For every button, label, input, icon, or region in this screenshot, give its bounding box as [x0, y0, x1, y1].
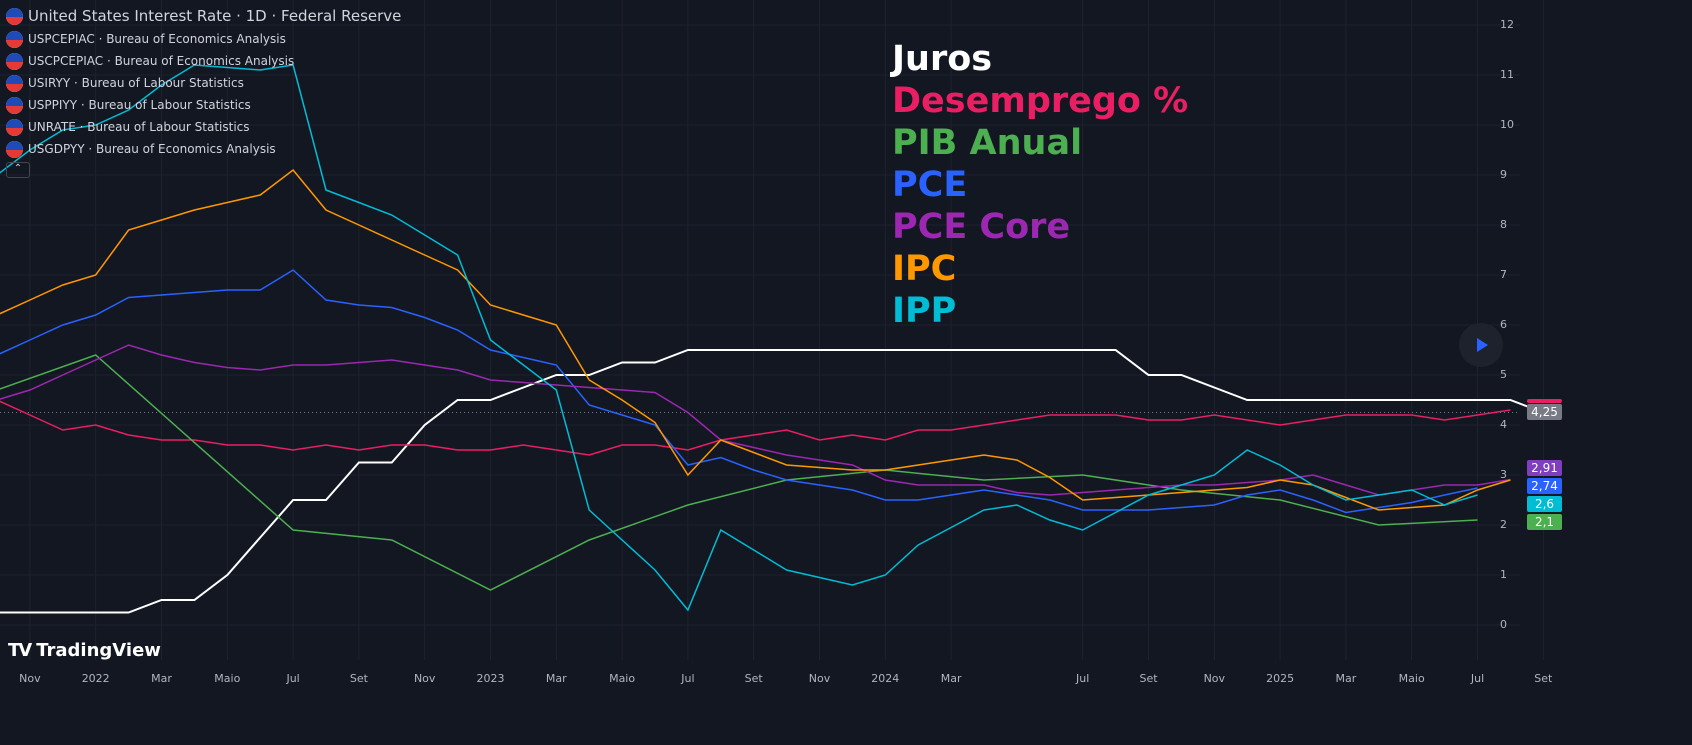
legend-row[interactable]: USCPCEPIAC · Bureau of Economics Analysi… — [6, 50, 401, 72]
brand-name: TradingView — [36, 640, 161, 661]
us-flag-icon — [6, 52, 23, 70]
y-tick-label: 6 — [1500, 318, 1507, 331]
series-line-desemprego- — [0, 400, 1511, 456]
legend-row[interactable]: UNRATE · Bureau of Labour Statistics — [6, 116, 401, 138]
x-tick-label: Maio — [609, 672, 636, 685]
x-tick-label: Mar — [1335, 672, 1357, 685]
series-line-ipp — [0, 64, 1478, 612]
legend-row[interactable]: USPCEPIAC · Bureau of Economics Analysis — [6, 28, 401, 50]
legend: United States Interest Rate · 1D · Feder… — [6, 4, 401, 178]
annotation-line: Juros — [892, 39, 993, 79]
x-tick-label: 2025 — [1266, 672, 1295, 685]
x-tick-label: Mar — [940, 672, 962, 685]
collapse-legend-button[interactable]: ⌃ — [6, 162, 30, 178]
x-tick-label: Maio — [1398, 672, 1425, 685]
series-line-juros — [0, 349, 1544, 614]
y-tick-label: 8 — [1500, 218, 1507, 231]
annotation-line: PIB Anual — [892, 123, 1083, 163]
x-tick-label: Maio — [214, 672, 241, 685]
us-flag-icon — [6, 30, 23, 48]
y-tick-label: 7 — [1500, 268, 1507, 281]
us-flag-icon — [6, 74, 23, 92]
y-tick-label: 9 — [1500, 168, 1507, 181]
legend-label: USIRYY · Bureau of Labour Statistics — [28, 76, 244, 90]
x-tick-label: Mar — [151, 672, 172, 685]
y-tick-label: 12 — [1500, 18, 1514, 31]
legend-label: USPCEPIAC · Bureau of Economics Analysis — [28, 32, 286, 46]
legend-label: USCPCEPIAC · Bureau of Economics Analysi… — [28, 54, 295, 68]
y-tick-label: 1 — [1500, 568, 1507, 581]
play-button[interactable] — [1459, 323, 1503, 367]
x-tick-label: Set — [744, 672, 763, 685]
legend-label: UNRATE · Bureau of Labour Statistics — [28, 120, 250, 134]
us-flag-icon — [6, 7, 23, 25]
x-tick-label: Jul — [1470, 672, 1485, 685]
tradingview-mark-icon: TV — [8, 640, 32, 661]
y-tick-label: 0 — [1500, 618, 1507, 631]
y-tick-label: 4 — [1500, 418, 1507, 431]
chevron-up-icon: ⌃ — [13, 163, 23, 174]
us-flag-icon — [6, 118, 23, 136]
y-tick-label: 5 — [1500, 368, 1507, 381]
series-line-pce — [0, 269, 1478, 514]
legend-main-label: United States Interest Rate · 1D · Feder… — [28, 7, 402, 25]
x-tick-label: Nov — [413, 672, 436, 685]
x-tick-label: Set — [1139, 672, 1158, 685]
price-tag: 2,6 — [1527, 496, 1562, 512]
x-tick-label: Jul — [1076, 672, 1090, 685]
tradingview-logo[interactable]: TV TradingView — [8, 640, 161, 661]
us-flag-icon — [6, 96, 23, 114]
series-line-pce-core — [0, 344, 1511, 496]
grid — [0, 0, 1544, 660]
price-tag: 2,74 — [1527, 478, 1562, 494]
legend-label: USPPIYY · Bureau of Labour Statistics — [28, 98, 251, 112]
annotation-line: PCE Core — [892, 207, 1071, 247]
unemployment-tag-edge — [1527, 399, 1562, 403]
annotation-text: Juros Desemprego % PIB Anual PCE PCE Core IPC… — [892, 38, 1188, 332]
y-tick-label: 10 — [1500, 118, 1514, 131]
x-tick-label: Set — [1534, 672, 1553, 685]
y-tick-label: 3 — [1500, 468, 1507, 481]
price-tag: 4,25 — [1527, 404, 1562, 420]
legend-label: USGDPYY · Bureau of Economics Analysis — [28, 142, 276, 156]
legend-main[interactable]: United States Interest Rate · 1D · Feder… — [6, 4, 401, 28]
x-tick-label: Nov — [19, 672, 41, 685]
us-flag-icon — [6, 140, 23, 158]
series-line-ipc — [0, 168, 1511, 511]
x-tick-label: Set — [349, 672, 368, 685]
legend-row[interactable]: USGDPYY · Bureau of Economics Analysis — [6, 138, 401, 160]
x-tick-label: Jul — [286, 672, 300, 685]
price-tag: 2,91 — [1527, 460, 1562, 476]
annotation-line: Desemprego % — [892, 81, 1189, 121]
y-tick-label: 11 — [1500, 68, 1514, 81]
x-tick-label: Mar — [545, 672, 567, 685]
series-line-pib-anual — [0, 354, 1478, 591]
price-tag: 2,1 — [1527, 514, 1562, 530]
x-tick-label: 2023 — [476, 672, 505, 685]
legend-row[interactable]: USPPIYY · Bureau of Labour Statistics — [6, 94, 401, 116]
annotation-line: IPC — [892, 249, 957, 289]
y-tick-label: 2 — [1500, 518, 1507, 531]
x-tick-label: Nov — [1203, 672, 1226, 685]
legend-row[interactable]: USIRYY · Bureau of Labour Statistics — [6, 72, 401, 94]
x-tick-label: Jul — [681, 672, 695, 685]
x-tick-label: Nov — [808, 672, 831, 685]
series-lines — [0, 64, 1544, 614]
annotation-line: PCE — [892, 165, 968, 205]
x-tick-label: 2024 — [871, 672, 900, 685]
x-tick-label: 2022 — [81, 672, 110, 685]
annotation-line: IPP — [892, 291, 957, 331]
